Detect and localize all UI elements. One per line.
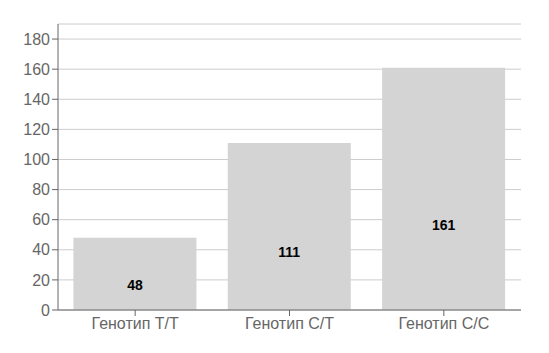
svg-text:80: 80: [32, 181, 50, 198]
svg-text:180: 180: [23, 31, 50, 48]
svg-text:40: 40: [32, 241, 50, 258]
svg-text:Генотип C/T: Генотип C/T: [245, 315, 334, 332]
svg-text:140: 140: [23, 91, 50, 108]
svg-text:Генотип T/T: Генотип T/T: [92, 315, 179, 332]
svg-text:60: 60: [32, 211, 50, 228]
svg-text:160: 160: [23, 61, 50, 78]
svg-text:Генотип C/C: Генотип C/C: [398, 315, 489, 332]
svg-text:111: 111: [278, 244, 300, 260]
svg-text:0: 0: [41, 302, 50, 319]
svg-text:120: 120: [23, 121, 50, 138]
svg-text:20: 20: [32, 272, 50, 289]
svg-text:48: 48: [127, 277, 143, 293]
svg-text:161: 161: [432, 217, 456, 233]
svg-text:100: 100: [23, 151, 50, 168]
